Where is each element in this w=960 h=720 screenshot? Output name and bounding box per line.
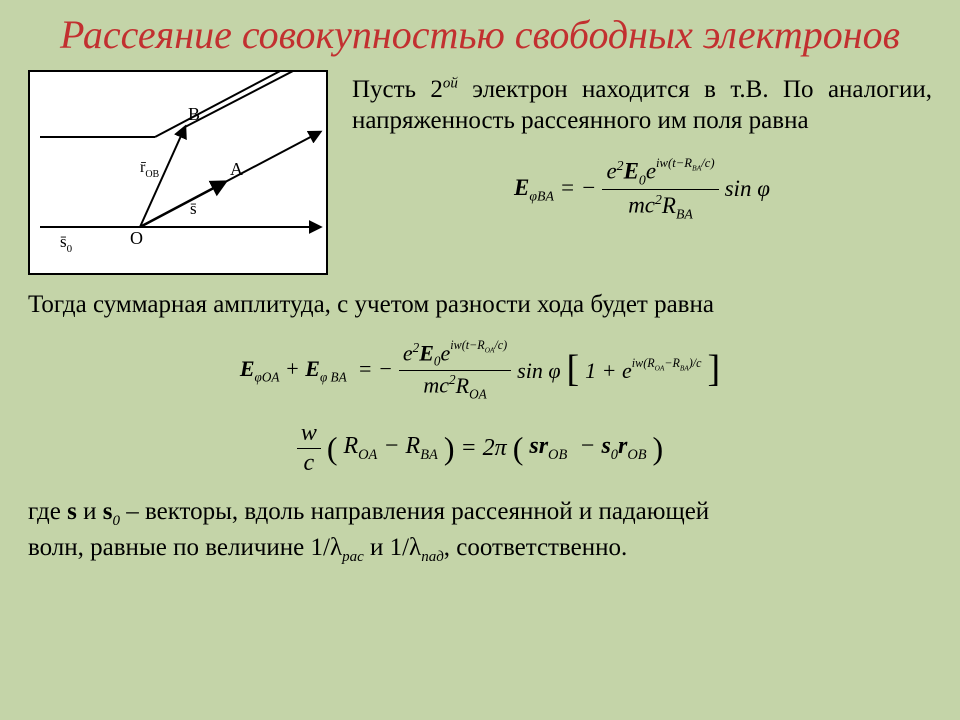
slide-title: Рассеяние совокупностью свободных электр… [0, 0, 960, 66]
footer-b: – векторы, вдоль направления рассеянной … [120, 498, 709, 525]
vec-s: s [67, 498, 77, 525]
intro-text: Пусть 2ой электрон находится в т.В. По а… [352, 70, 932, 240]
footer-and: и [77, 498, 103, 525]
vec-s0-sub: 0 [112, 513, 120, 529]
footer-2a: волн, равные по величине 1/λ [28, 534, 342, 561]
content-area: O A B s̄ s̄0 r̄OB Пусть 2ой электрон нах… [0, 70, 960, 567]
formula-sum: EφOA + Eφ BA = − e2E0eiw(t−ROA/c) mc2ROA… [28, 340, 932, 402]
footer-text: где s и s0 – векторы, вдоль направления … [28, 495, 932, 568]
formula-e-ba: EφBA = − e2E0eiw(t−RBA/c) mc2RBA sin φ [352, 157, 932, 223]
svg-text:s̄: s̄ [190, 199, 197, 218]
top-row: O A B s̄ s̄0 r̄OB Пусть 2ой электрон нах… [28, 70, 932, 275]
lambda-ras: рас [342, 549, 364, 565]
svg-text:A: A [230, 159, 243, 179]
svg-text:B: B [188, 104, 200, 124]
svg-text:s̄0: s̄0 [60, 232, 73, 255]
intro-part1: Пусть 2 [352, 76, 443, 103]
svg-text:O: O [130, 228, 143, 248]
formula-phase: w c ( ROA − RBA ) = 2π ( srOB − s0rOB ) [28, 420, 932, 477]
footer-2b: и 1/λ [364, 534, 421, 561]
svg-text:r̄OB: r̄OB [140, 159, 160, 180]
scattering-diagram: O A B s̄ s̄0 r̄OB [28, 70, 328, 275]
ordinal-sup: ой [443, 76, 458, 92]
vec-s0: s [103, 498, 113, 525]
lambda-pad: пад [421, 549, 444, 565]
footer-2c: , соответственно. [444, 534, 627, 561]
sum-amplitude-text: Тогда суммарная амплитуда, с учетом разн… [28, 289, 932, 322]
diagram-svg: O A B s̄ s̄0 r̄OB [30, 72, 326, 273]
footer-a: где [28, 498, 67, 525]
